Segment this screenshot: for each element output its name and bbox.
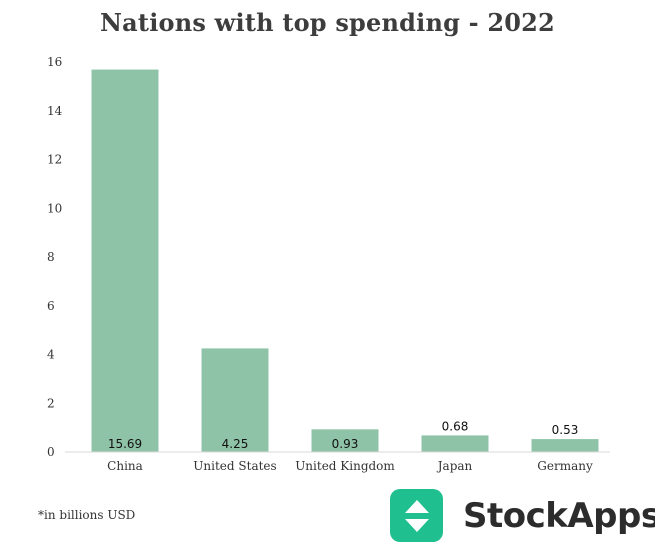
brand-logo: StockApps <box>390 489 655 542</box>
y-tick-label: 2 <box>47 396 55 410</box>
data-label: 0.93 <box>332 437 359 451</box>
bar-germany <box>531 439 599 452</box>
bar-united-kingdom <box>311 429 379 452</box>
footnote: *in billions USD <box>38 508 136 522</box>
chart-title: Nations with top spending - 2022 <box>100 8 555 37</box>
stockapps-logo-icon <box>390 489 443 542</box>
bars-group: 15.69 4.25 0.93 0.68 0.53 <box>91 69 599 453</box>
bar-chart: 0 2 4 6 8 10 12 14 16 15.69 4.25 0.93 0.68 0.53 Chin… <box>47 55 610 473</box>
x-axis: China United States United Kingdom Japan Ger… <box>107 459 593 473</box>
x-tick-label: Japan <box>436 459 473 473</box>
brand-name: StockApps <box>463 495 655 536</box>
y-tick-label: 0 <box>47 445 55 459</box>
y-tick-label: 8 <box>47 250 55 264</box>
x-tick-label: China <box>107 459 143 473</box>
y-tick-label: 12 <box>47 153 62 167</box>
x-tick-label: United Kingdom <box>295 459 395 473</box>
data-label: 4.25 <box>222 437 249 451</box>
data-label: 0.53 <box>552 423 579 437</box>
data-label: 0.68 <box>442 419 469 433</box>
y-tick-label: 6 <box>47 299 55 313</box>
x-tick-label: United States <box>193 459 276 473</box>
bar-japan <box>421 435 489 452</box>
y-tick-label: 16 <box>47 55 62 69</box>
y-tick-label: 10 <box>47 201 62 215</box>
y-axis: 0 2 4 6 8 10 12 14 16 <box>47 55 63 459</box>
bar-china <box>91 69 159 453</box>
x-tick-label: Germany <box>537 459 593 473</box>
y-tick-label: 14 <box>47 104 63 118</box>
data-label: 15.69 <box>108 437 142 451</box>
y-tick-label: 4 <box>47 348 55 362</box>
bar-united-states <box>201 348 269 452</box>
